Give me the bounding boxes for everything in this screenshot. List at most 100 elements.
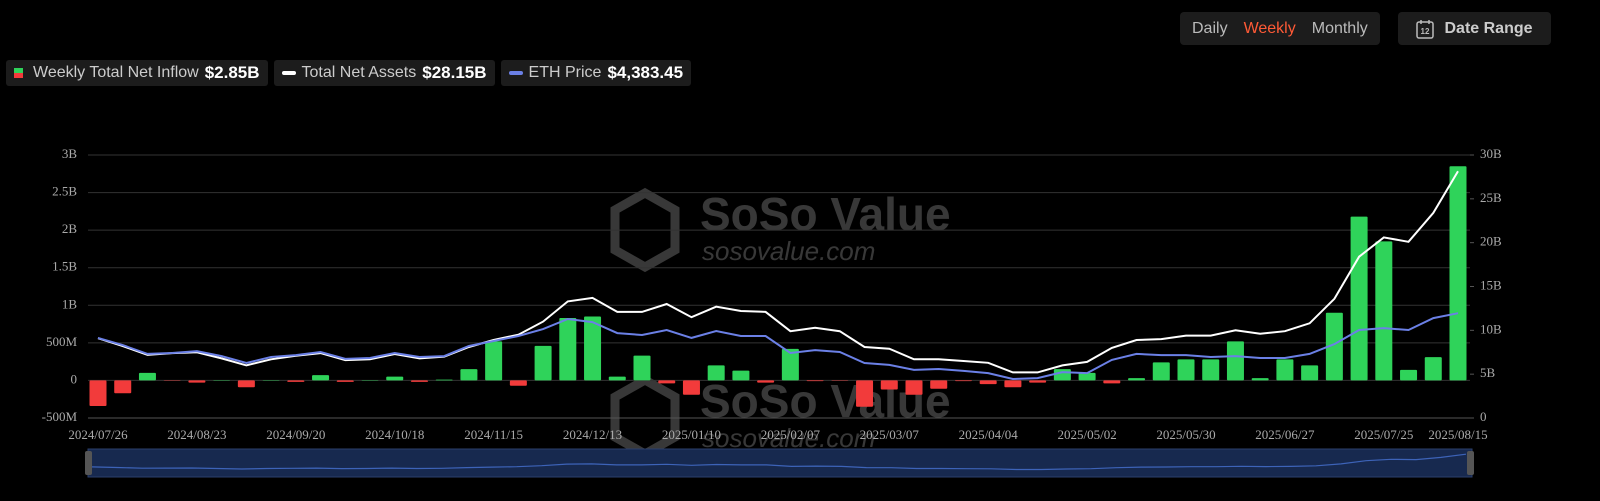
date-range-button[interactable]: 12 Date Range <box>1398 12 1551 45</box>
bar <box>460 369 478 381</box>
bar <box>386 376 404 381</box>
x-tick-label: 2024/10/18 <box>365 427 424 442</box>
legend-value: $2.85B <box>204 63 260 82</box>
y-tick-label: 2.5B <box>52 184 77 199</box>
bar <box>905 380 923 395</box>
x-tick-label: 2024/07/26 <box>68 427 128 442</box>
navigator-line <box>91 453 1467 471</box>
x-tick-label: 2025/05/30 <box>1156 427 1215 442</box>
navigator-handle[interactable] <box>85 451 92 475</box>
bar <box>138 372 156 381</box>
bar <box>757 380 775 383</box>
y2-tick-label: 20B <box>1480 234 1502 249</box>
legend-item[interactable]: ETH Price $4,383.45 <box>500 60 692 86</box>
bar <box>534 345 552 381</box>
legend-swatch <box>281 71 296 75</box>
x-tick-label: 2025/02/07 <box>761 427 821 442</box>
bar <box>509 380 527 386</box>
bar <box>979 380 997 385</box>
bar <box>806 380 824 382</box>
x-tick-label: 2024/11/15 <box>464 427 523 442</box>
calendar-day: 12 <box>1421 27 1430 36</box>
watermark-url: sosovalue.com <box>702 236 875 266</box>
period-option[interactable]: Weekly <box>1243 19 1296 37</box>
y2-tick-label: 5B <box>1480 365 1496 380</box>
period-option[interactable]: Daily <box>1192 19 1228 37</box>
y2-tick-label: 15B <box>1480 277 1502 292</box>
y2-tick-label: 25B <box>1480 190 1502 205</box>
legend-name: ETH Price <box>528 64 602 81</box>
bar <box>1029 380 1047 383</box>
y-tick-label: -500M <box>42 409 78 424</box>
bar <box>1325 312 1343 381</box>
bar <box>1251 378 1269 381</box>
date-range-label: Date Range <box>1444 19 1533 37</box>
y-tick-label: 1.5B <box>52 259 77 274</box>
bar <box>1424 357 1442 381</box>
bar <box>1152 362 1170 381</box>
bar <box>89 380 107 406</box>
bar <box>410 380 428 382</box>
bar <box>781 348 799 381</box>
bar <box>584 316 602 381</box>
bar <box>707 365 725 381</box>
bar <box>1400 369 1418 381</box>
y-tick-label: 0 <box>71 371 78 386</box>
legend-swatch <box>508 71 523 75</box>
bar <box>1226 341 1244 381</box>
legend-name: Weekly Total Net Inflow <box>33 64 199 81</box>
x-tick-label: 2025/01/10 <box>662 427 721 442</box>
x-tick-label: 2024/08/23 <box>167 427 226 442</box>
bar <box>1375 241 1393 381</box>
x-tick-label: 2024/09/20 <box>266 427 325 442</box>
bar <box>1078 372 1096 381</box>
legend-name: Total Net Assets <box>301 64 417 81</box>
bar <box>1449 166 1467 381</box>
x-tick-label: 2024/12/13 <box>563 427 622 442</box>
x-tick-label: 2025/03/07 <box>860 427 920 442</box>
y-tick-label: 500M <box>46 334 78 349</box>
watermark-url: sosovalue.com <box>702 423 875 453</box>
y-tick-label: 2B <box>62 221 78 236</box>
calendar-icon: 12 <box>1416 19 1435 39</box>
bar <box>1301 365 1319 381</box>
legend-value: $4,383.45 <box>607 63 684 82</box>
bar <box>559 318 577 381</box>
bar <box>237 380 255 388</box>
bar <box>954 380 972 382</box>
bar <box>658 380 676 384</box>
bar <box>856 380 874 407</box>
bar <box>1276 359 1294 381</box>
bar <box>608 376 626 381</box>
bar <box>1128 378 1146 381</box>
navigator-handle[interactable] <box>1467 451 1474 475</box>
navigator <box>87 448 1473 478</box>
legend: Weekly Total Net Inflow $2.85B Total Net A… <box>6 60 692 86</box>
bar <box>930 380 948 389</box>
legend-value: $28.15B <box>422 63 487 82</box>
x-tick-label: 2025/05/02 <box>1057 427 1116 442</box>
bar <box>1004 380 1022 388</box>
bar <box>1350 216 1368 381</box>
bar <box>633 355 651 381</box>
bar <box>682 380 700 395</box>
legend-swatch <box>14 68 23 78</box>
period-option[interactable]: Monthly <box>1311 19 1368 37</box>
bar <box>1103 380 1121 384</box>
y-tick-label: 1B <box>62 296 78 311</box>
bar <box>732 370 750 381</box>
period-switch: Daily Weekly Monthly <box>1180 12 1380 45</box>
y2-tick-label: 0 <box>1480 409 1487 424</box>
bar <box>485 341 503 381</box>
legend-item[interactable]: Weekly Total Net Inflow $2.85B <box>6 60 268 86</box>
y2-tick-label: 10B <box>1480 321 1502 336</box>
bar <box>1202 359 1220 381</box>
line <box>97 312 1459 381</box>
legend-item[interactable]: Total Net Assets $28.15B <box>273 60 495 86</box>
x-tick-label: 2025/08/15 <box>1428 427 1487 442</box>
bar <box>880 380 898 390</box>
x-tick-label: 2025/04/04 <box>959 427 1019 442</box>
